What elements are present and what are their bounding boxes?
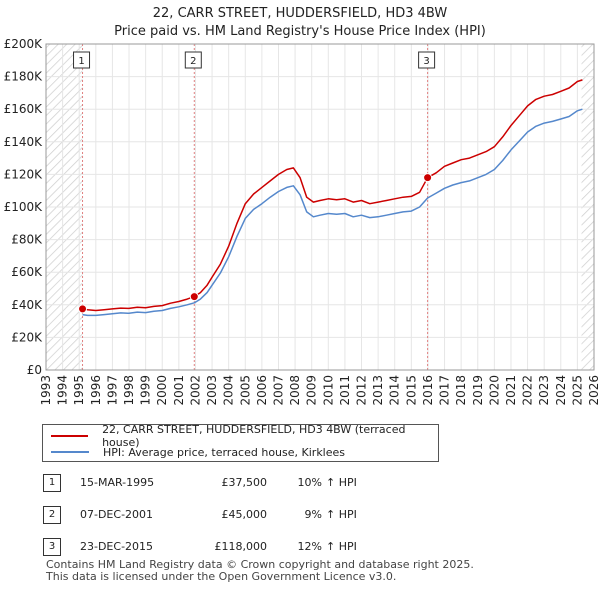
x-tick-label: 2018 bbox=[454, 375, 468, 406]
x-tick-label: 2002 bbox=[188, 375, 202, 406]
chart-title: 22, CARR STREET, HUDDERSFIELD, HD3 4BW bbox=[152, 6, 448, 21]
x-tick-label: 1994 bbox=[56, 375, 70, 406]
x-tick-label: 2009 bbox=[305, 375, 319, 406]
x-tick-label: 1998 bbox=[122, 375, 136, 406]
legend-swatch-hpi bbox=[51, 451, 89, 453]
sale-price: £45,000 bbox=[221, 508, 268, 521]
sale-price: £118,000 bbox=[214, 540, 268, 553]
sale-number: 2 bbox=[43, 506, 61, 524]
sale-label-box bbox=[418, 51, 436, 69]
y-tick-label: £80K bbox=[11, 233, 43, 247]
y-tick-label: £0 bbox=[27, 363, 42, 377]
y-tick-label: £100K bbox=[4, 200, 44, 214]
legend-swatch-property bbox=[51, 435, 89, 437]
y-tick-label: £180K bbox=[4, 70, 44, 84]
sale-number: 1 bbox=[43, 474, 61, 492]
sale-number: 3 bbox=[43, 538, 61, 556]
sale-label: 1 bbox=[78, 56, 84, 67]
price-chart: £0 £20K £40K £60K £80K £100K £120K £140K £160K £1… bbox=[4, 37, 600, 406]
sale-pct: 10% bbox=[297, 476, 322, 489]
y-tick-label: £160K bbox=[4, 102, 44, 116]
x-tick-label: 1999 bbox=[139, 375, 153, 406]
x-tick-label: 2020 bbox=[487, 375, 501, 406]
x-tick-label: 1995 bbox=[72, 375, 86, 406]
y-tick-label: £120K bbox=[4, 167, 44, 181]
legend: 22, CARR STREET, HUDDERSFIELD, HD3 4BW (… bbox=[42, 423, 439, 462]
x-tick-label: 2003 bbox=[205, 375, 219, 406]
sale-price: £37,500 bbox=[221, 476, 268, 489]
x-tick-label: 2022 bbox=[521, 375, 535, 406]
y-tick-label: £60K bbox=[11, 265, 43, 279]
sale-date: 07-DEC-2001 bbox=[80, 508, 154, 521]
sale-hpi-diff: 9% ↑ HPI bbox=[282, 508, 422, 521]
x-tick-label: 2010 bbox=[321, 375, 335, 406]
sale-date: 23-DEC-2015 bbox=[80, 540, 154, 553]
sale-row: 1 15-MAR-1995 £37,500 10% ↑ HPI bbox=[42, 474, 562, 492]
x-tick-label: 2011 bbox=[338, 375, 352, 406]
sale-label: 3 bbox=[423, 56, 429, 67]
sale-pct: 12% bbox=[297, 540, 322, 553]
sale-label-box bbox=[184, 51, 202, 69]
legend-label-hpi: HPI: Average price, terraced house, Kirk… bbox=[103, 445, 346, 459]
sale-rel: ↑ HPI bbox=[326, 540, 357, 553]
x-tick-label: 2015 bbox=[404, 375, 418, 406]
y-tick-label: £40K bbox=[11, 298, 43, 312]
x-tick-label: 2024 bbox=[554, 375, 568, 406]
y-tick-label: £20K bbox=[11, 330, 43, 344]
x-tick-label: 2026 bbox=[587, 375, 600, 406]
x-tick-label: 2007 bbox=[271, 375, 285, 406]
x-tick-label: 2012 bbox=[355, 375, 369, 406]
x-tick-label: 1993 bbox=[39, 375, 53, 406]
footer-line-licence: This data is licensed under the Open Gov… bbox=[46, 570, 397, 583]
x-tick-label: 2014 bbox=[388, 375, 402, 406]
x-tick-label: 2008 bbox=[288, 375, 302, 406]
x-tick-label: 2021 bbox=[504, 375, 518, 406]
footer-attribution: Contains HM Land Registry data © Crown c… bbox=[46, 559, 474, 583]
sale-pct: 9% bbox=[304, 508, 322, 521]
footer-line-copyright: Contains HM Land Registry data © Crown c… bbox=[46, 558, 474, 571]
sale-hpi-diff: 10% ↑ HPI bbox=[282, 476, 422, 489]
sale-point bbox=[78, 304, 88, 314]
x-tick-label: 2013 bbox=[371, 375, 385, 406]
plot-frame bbox=[45, 43, 595, 371]
x-tick-label: 2019 bbox=[471, 375, 485, 406]
x-tick-label: 2017 bbox=[438, 375, 452, 406]
y-tick-label: £200K bbox=[4, 37, 44, 51]
x-tick-label: 2016 bbox=[421, 375, 435, 406]
sale-date: 15-MAR-1995 bbox=[80, 476, 155, 489]
legend-item-hpi: HPI: Average price, terraced house, Kirk… bbox=[51, 444, 345, 460]
x-tick-label: 2006 bbox=[255, 375, 269, 406]
legend-label-property: 22, CARR STREET, HUDDERSFIELD, HD3 4BW (… bbox=[102, 423, 406, 449]
sale-row: 2 07-DEC-2001 £45,000 9% ↑ HPI bbox=[42, 506, 562, 524]
sale-row: 3 23-DEC-2015 £118,000 12% ↑ HPI bbox=[42, 538, 562, 556]
property-series-line bbox=[82, 79, 583, 312]
sale-hpi-diff: 12% ↑ HPI bbox=[282, 540, 422, 553]
sale-rel: ↑ HPI bbox=[326, 476, 357, 489]
hpi-series-line bbox=[82, 108, 583, 317]
sale-label-box bbox=[73, 51, 91, 69]
x-tick-label: 1996 bbox=[89, 375, 103, 406]
x-tick-label: 2005 bbox=[238, 375, 252, 406]
x-tick-label: 2000 bbox=[155, 375, 169, 406]
chart-subtitle: Price paid vs. HM Land Registry's House … bbox=[114, 24, 486, 39]
legend-item-property: 22, CARR STREET, HUDDERSFIELD, HD3 4BW (… bbox=[51, 423, 438, 449]
sale-point bbox=[423, 173, 433, 183]
y-tick-label: £140K bbox=[4, 135, 44, 149]
sale-label: 2 bbox=[190, 56, 196, 67]
sale-rel: ↑ HPI bbox=[326, 508, 357, 521]
x-tick-label: 2001 bbox=[172, 375, 186, 406]
sale-point bbox=[189, 292, 199, 302]
x-tick-label: 2023 bbox=[537, 375, 551, 406]
x-tick-label: 1997 bbox=[105, 375, 119, 406]
x-tick-label: 2025 bbox=[570, 375, 584, 406]
x-tick-label: 2004 bbox=[222, 375, 236, 406]
